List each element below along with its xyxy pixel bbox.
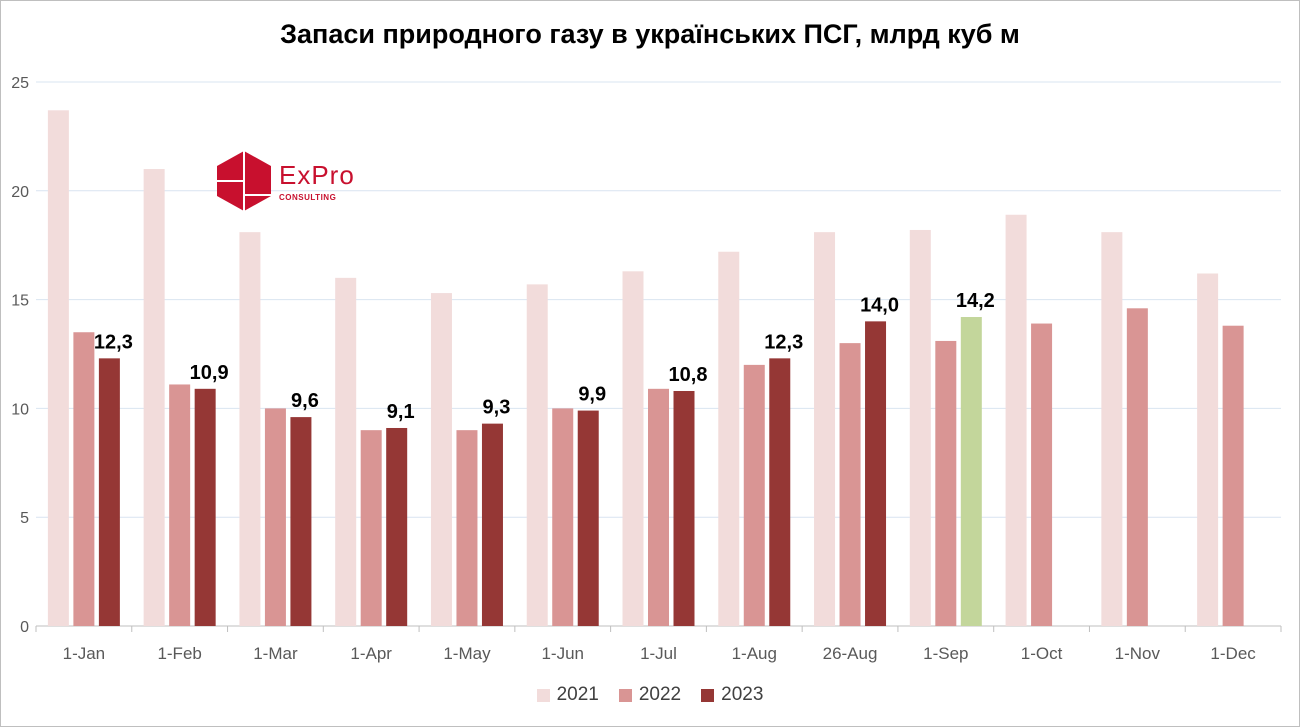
logo-name: ExPro <box>279 159 355 190</box>
x-tick-label: 1-Mar <box>253 644 298 663</box>
data-label: 14,0 <box>860 294 899 316</box>
x-tick-label: 1-Jun <box>541 644 584 663</box>
bar-2023 <box>960 317 982 626</box>
y-tick-label: 15 <box>11 293 29 310</box>
bar-2022 <box>648 388 669 626</box>
bar-2021 <box>622 271 644 626</box>
bar-2022 <box>552 408 574 626</box>
bar-2021 <box>47 110 69 626</box>
x-tick-label: 26-Aug <box>823 644 878 663</box>
bar-2021 <box>718 251 740 626</box>
bar-2021 <box>239 232 261 627</box>
y-tick-label: 5 <box>20 510 29 527</box>
bar-2022 <box>839 343 861 626</box>
x-tick-label: 1-Feb <box>157 644 201 663</box>
bar-2023 <box>673 390 695 626</box>
y-tick-label: 10 <box>11 401 29 418</box>
bar-2021 <box>814 232 836 627</box>
x-tick-label: 1-Jul <box>640 644 677 663</box>
legend: 2021 2022 2023 <box>1 684 1299 706</box>
bar-2021 <box>909 229 931 626</box>
legend-swatch <box>701 688 715 702</box>
bar-2021 <box>1197 273 1219 626</box>
legend-label: 2023 <box>721 684 764 705</box>
legend-swatch <box>536 688 550 702</box>
x-tick-label: 1-Sep <box>923 644 968 663</box>
x-tick-label: 1-Aug <box>732 644 777 663</box>
bar-2023 <box>98 358 120 626</box>
bar-2021 <box>1101 232 1123 627</box>
bar-2023 <box>481 423 503 626</box>
data-label: 12,3 <box>94 331 133 353</box>
data-label: 9,1 <box>387 401 415 423</box>
data-label: 10,9 <box>190 362 229 384</box>
data-label: 12,3 <box>764 331 803 353</box>
x-tick-label: 1-May <box>443 644 491 663</box>
expro-logo: ExPro CONSULTING <box>217 151 355 211</box>
legend-item-2023: 2023 <box>701 684 763 706</box>
legend-label: 2021 <box>556 684 599 705</box>
bar-2022 <box>456 430 478 626</box>
legend-label: 2022 <box>638 684 682 705</box>
x-tick-label: 1-Apr <box>350 644 392 663</box>
logo-sub: CONSULTING <box>279 192 337 202</box>
data-label: 14,2 <box>956 290 995 312</box>
chart-title: Запаси природного газу в українських ПСГ… <box>280 19 1020 49</box>
bar-2022 <box>743 364 765 626</box>
bar-2022 <box>169 384 191 626</box>
y-tick-label: 20 <box>11 184 29 201</box>
bar-2021 <box>143 169 165 627</box>
x-tick-label: 1-Jan <box>63 644 106 663</box>
x-tick-label: 1-Dec <box>1210 644 1256 663</box>
legend-item-2022: 2022 <box>618 684 682 706</box>
bar-2022 <box>264 408 286 626</box>
x-tick-label: 1-Oct <box>1021 644 1063 663</box>
bar-2023 <box>194 388 216 626</box>
bar-2022 <box>73 332 95 626</box>
data-label: 9,3 <box>483 397 511 419</box>
bar-2023 <box>577 410 599 626</box>
data-label: 9,6 <box>291 390 319 412</box>
bar-2021 <box>430 293 452 626</box>
bar-2022 <box>1222 325 1244 626</box>
data-label: 9,9 <box>578 384 606 406</box>
bar-2021 <box>526 284 548 626</box>
bar-2022 <box>935 340 957 626</box>
bar-2023 <box>290 417 312 626</box>
y-tick-label: 0 <box>20 619 29 636</box>
bar-2022 <box>1031 323 1053 626</box>
bar-2023 <box>386 427 408 626</box>
bar-2022 <box>360 430 382 626</box>
bar-2021 <box>335 277 357 626</box>
logo-hexagon-icon <box>217 151 271 211</box>
y-tick-label: 25 <box>11 75 29 92</box>
bar-2023 <box>769 358 791 626</box>
bar-2021 <box>1005 214 1027 626</box>
legend-item-2021: 2021 <box>536 684 599 706</box>
bar-2023 <box>865 321 887 626</box>
data-label: 10,8 <box>669 364 708 386</box>
bar-2022 <box>1126 308 1148 626</box>
legend-swatch <box>618 688 632 702</box>
x-tick-label: 1-Nov <box>1115 644 1161 663</box>
